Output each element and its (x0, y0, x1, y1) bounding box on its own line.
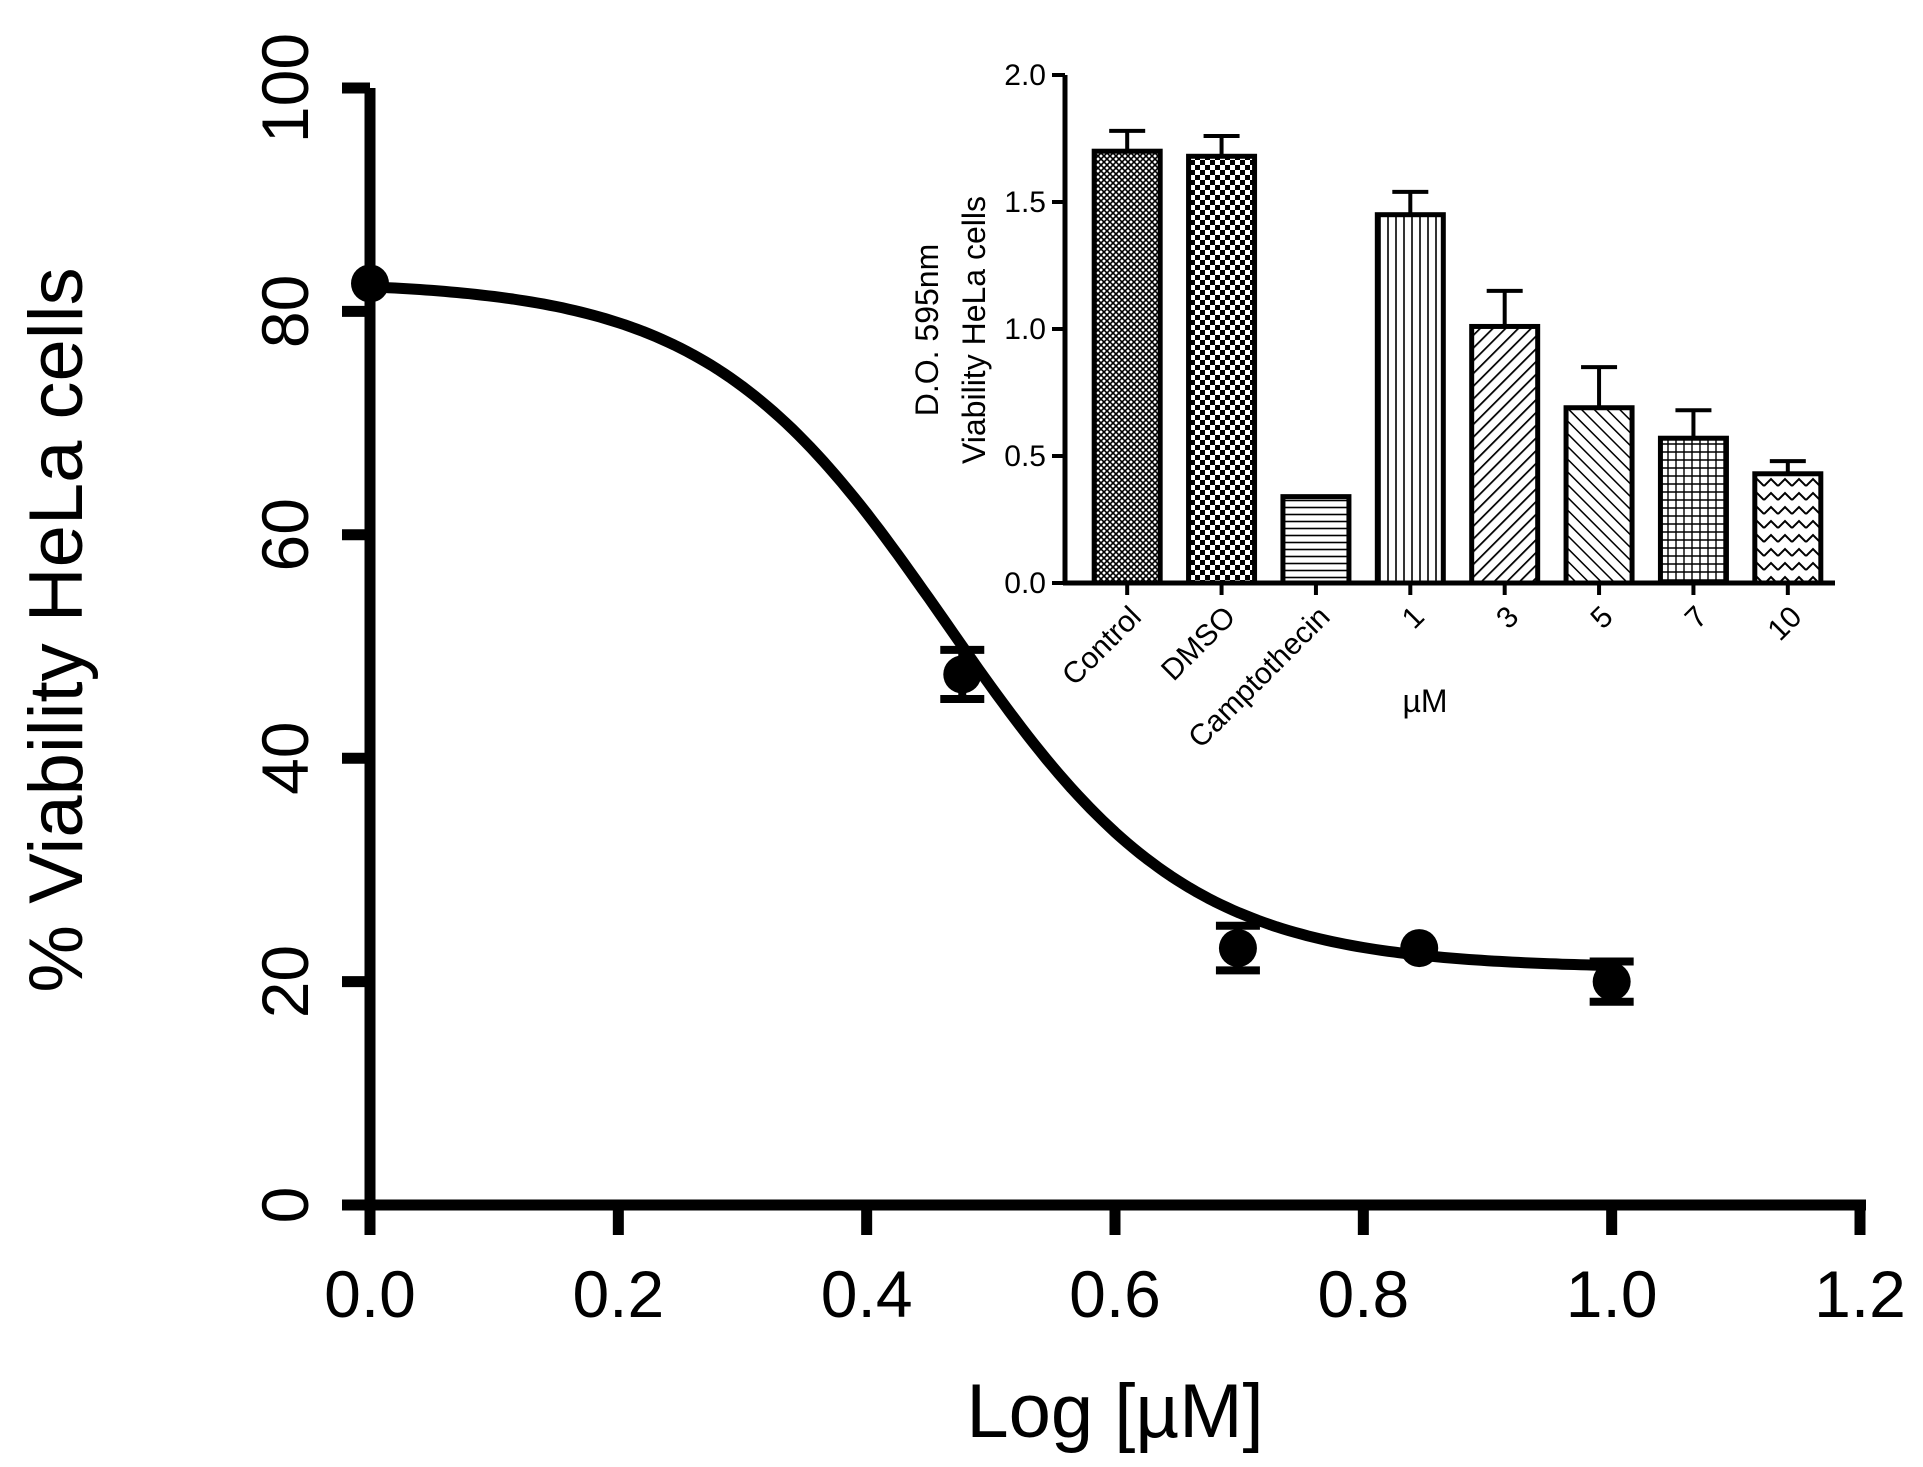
inset-x-tick-label: 5 (1584, 600, 1619, 635)
inset-y-axis-label-line1: D.O. 595nm (909, 244, 945, 417)
main-y-tick-label: 80 (248, 275, 322, 348)
main-x-tick-label: 0.0 (324, 1257, 416, 1331)
main-y-tick-label: 100 (248, 33, 322, 143)
inset-bars (1091, 128, 1824, 595)
inset-y-tick-label: 2.0 (1004, 59, 1046, 92)
main-x-tick-label: 1.2 (1814, 1257, 1906, 1331)
inset-bar-1 (1374, 212, 1446, 586)
main-x-tick-label: 0.6 (1069, 1257, 1161, 1331)
data-point (1400, 929, 1439, 968)
inset-bar-3 (1469, 323, 1541, 586)
inset-x-tick-label: 10 (1761, 600, 1808, 647)
data-point (943, 655, 982, 694)
inset-y-axis-label-line2: Viability HeLa cells (956, 196, 992, 464)
main-y-ticks: 0 20 40 60 80 100 (248, 33, 370, 1223)
main-y-tick-label: 20 (248, 945, 322, 1018)
main-x-tick-label: 0.4 (821, 1257, 913, 1331)
inset-bar-5 (1563, 405, 1635, 586)
inset-x-tick-label: Control (1056, 600, 1148, 692)
inset-x-tick-label: DMSO (1155, 600, 1242, 687)
inset-bar-control (1091, 148, 1163, 586)
inset-y-ticks: 0.0 0.5 1.0 1.5 2.0 (1004, 59, 1065, 600)
data-point (1218, 929, 1257, 968)
inset-y-tick-label: 1.0 (1004, 313, 1046, 346)
main-x-tick-label: 0.8 (1317, 1257, 1409, 1331)
inset-x-tick-label: 3 (1490, 600, 1525, 635)
main-dose-response-chart: 0 20 40 60 80 100 0.0 0.2 0.4 0.6 0.8 1.0 1.2 Log [… (14, 33, 1906, 1454)
inset-y-tick-label: 0.0 (1004, 567, 1046, 600)
inset-y-tick-label: 1.5 (1004, 186, 1046, 219)
main-y-tick-label: 40 (248, 721, 322, 794)
main-y-tick-label: 0 (248, 1187, 322, 1224)
data-point (1592, 962, 1631, 1001)
inset-bar-7 (1657, 435, 1729, 586)
inset-bar-dmso (1186, 153, 1258, 586)
main-x-ticks: 0.0 0.2 0.4 0.6 0.8 1.0 1.2 (324, 1205, 1906, 1331)
main-y-tick-label: 60 (248, 498, 322, 571)
inset-x-tick-label: 1 (1396, 600, 1431, 635)
inset-x-axis-label: µM (1402, 683, 1447, 719)
data-points (351, 264, 1634, 1006)
y-axis-label: % Viability HeLa cells (14, 267, 99, 992)
main-x-tick-label: 0.2 (572, 1257, 664, 1331)
inset-bar-10 (1752, 471, 1824, 586)
data-point (351, 264, 389, 303)
inset-y-tick-label: 0.5 (1004, 440, 1046, 473)
inset-bar-camptothecin (1280, 494, 1352, 586)
main-x-tick-label: 1.0 (1566, 1257, 1658, 1331)
x-axis-label: Log [µM] (966, 1369, 1263, 1454)
inset-x-tick-label: 7 (1679, 600, 1714, 635)
